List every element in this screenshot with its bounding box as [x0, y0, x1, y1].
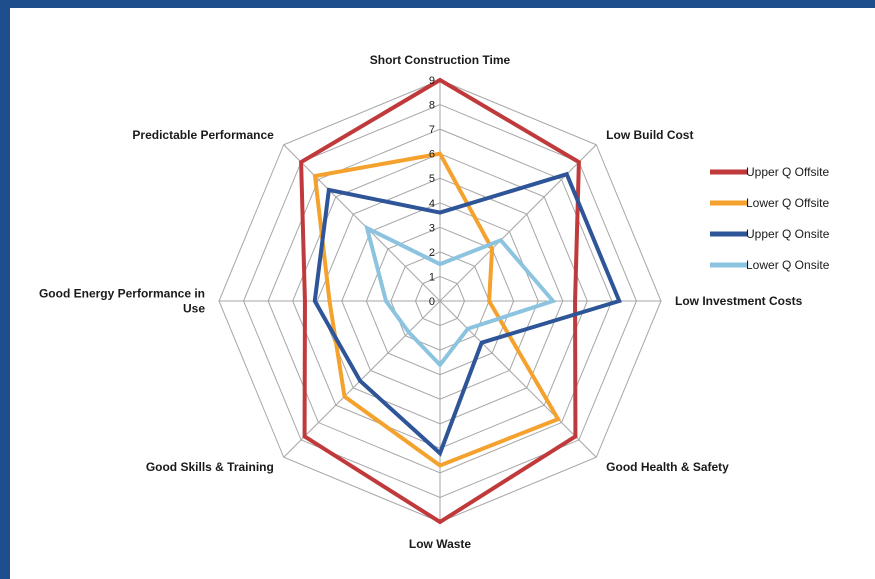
tick-label: 2 — [429, 247, 435, 259]
axis-label: Low Waste — [409, 537, 472, 551]
series-line — [312, 171, 622, 457]
axis-label: Good Energy Performance in Use — [39, 287, 205, 316]
tick-label: 9 — [429, 75, 435, 87]
tick-label: 4 — [429, 198, 435, 210]
axis-label: Good Health & Safety — [606, 460, 729, 474]
axis-label: Predictable Performance — [132, 128, 274, 142]
tick-label: 3 — [429, 222, 435, 234]
grid-spoke — [439, 144, 597, 302]
grid-spoke — [283, 144, 441, 302]
series-line — [299, 77, 581, 525]
legend-label: Upper Q Onsite — [746, 227, 830, 241]
series-line — [312, 151, 561, 468]
legend-label: Lower Q Offsite — [746, 196, 829, 210]
legend: Upper Q Offsite Lower Q Offsite Upper Q On… — [710, 165, 830, 272]
tick-label: 7 — [429, 124, 435, 136]
tick-label: 8 — [429, 100, 435, 112]
series-line — [364, 224, 557, 368]
axis-labels: Short Construction Time Low Build Cost Low… — [39, 53, 803, 551]
radial-ticks: 0 1 2 3 4 5 6 7 8 9 — [429, 75, 435, 308]
axis-label: Low Build Cost — [606, 128, 693, 142]
grid-spoke — [439, 300, 597, 458]
axis-label: Good Skills & Training — [146, 460, 274, 474]
legend-label: Upper Q Offsite — [746, 165, 829, 179]
axis-label: Low Investment Costs — [675, 294, 803, 308]
radar-chart: 0 1 2 3 4 5 6 7 8 9 Short Construction Time Low Bu… — [39, 53, 830, 551]
legend-label: Lower Q Onsite — [746, 258, 830, 272]
grid-spoke — [283, 300, 441, 458]
axis-label: Short Construction Time — [370, 53, 511, 67]
tick-label: 1 — [429, 271, 435, 283]
radar-series — [299, 77, 622, 525]
tick-label: 5 — [429, 173, 435, 185]
chart-panel: 0 1 2 3 4 5 6 7 8 9 Short Construction Time Low Bu… — [10, 8, 875, 579]
tick-label: 0 — [429, 296, 435, 308]
tick-label: 6 — [429, 149, 435, 161]
